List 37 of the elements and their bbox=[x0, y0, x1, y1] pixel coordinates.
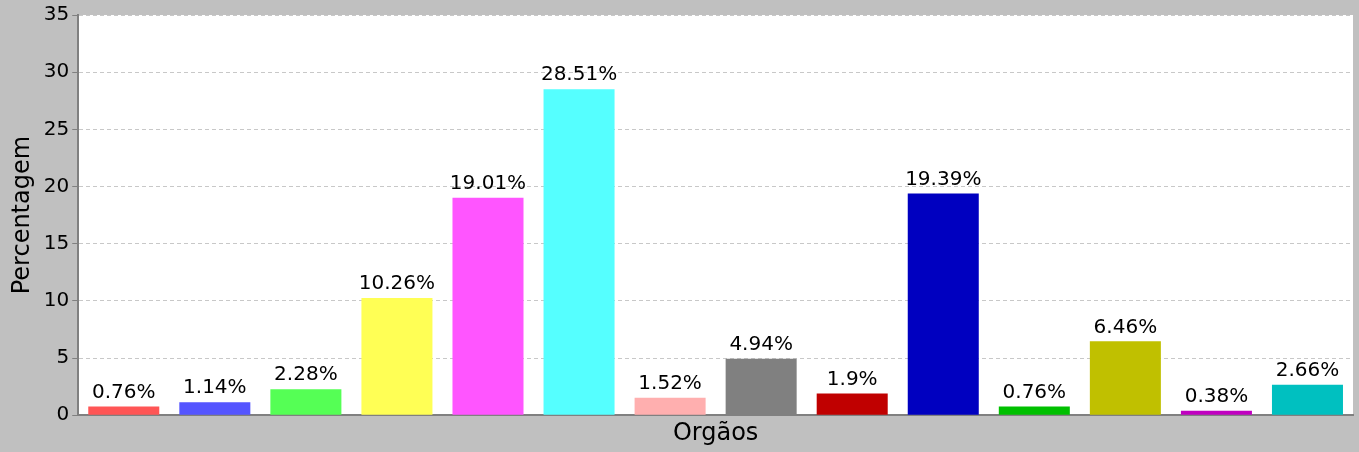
data-label: 10.26% bbox=[358, 270, 436, 295]
data-label: 19.01% bbox=[449, 170, 527, 195]
data-label: 0.76% bbox=[92, 378, 156, 403]
bar bbox=[998, 406, 1070, 415]
y-tick-label: 15 bbox=[43, 229, 70, 254]
bar bbox=[452, 197, 524, 415]
y-tick-label: 20 bbox=[43, 172, 70, 197]
bar bbox=[1180, 410, 1252, 415]
x-axis-title: Orgãos bbox=[672, 417, 759, 446]
bar bbox=[907, 193, 979, 415]
y-tick-label: 30 bbox=[43, 58, 70, 83]
bar bbox=[543, 89, 615, 415]
y-tick-label: 5 bbox=[56, 344, 70, 369]
data-label: 4.94% bbox=[729, 330, 793, 355]
y-tick-label: 25 bbox=[43, 115, 70, 140]
data-label: 28.51% bbox=[540, 61, 618, 86]
data-label: 6.46% bbox=[1093, 313, 1158, 338]
bar bbox=[816, 393, 888, 415]
data-label: 2.66% bbox=[1275, 356, 1340, 381]
y-tick-label: 35 bbox=[43, 1, 70, 26]
bar bbox=[179, 402, 251, 415]
bar bbox=[88, 406, 160, 415]
data-label: 1.9% bbox=[826, 365, 878, 390]
bar bbox=[634, 397, 706, 415]
y-tick-label: 0 bbox=[56, 401, 70, 426]
data-label: 1.14% bbox=[183, 374, 247, 399]
data-label: 0.76% bbox=[1002, 378, 1067, 403]
data-label: 19.39% bbox=[905, 165, 982, 190]
bar bbox=[361, 297, 433, 415]
bar bbox=[270, 389, 342, 415]
bar bbox=[1271, 384, 1343, 415]
data-label: 2.28% bbox=[274, 361, 338, 386]
data-label: 0.38% bbox=[1184, 383, 1249, 408]
data-label: 1.52% bbox=[638, 370, 702, 395]
y-axis-title: Percentagem bbox=[6, 135, 35, 295]
y-tick-label: 10 bbox=[43, 287, 70, 312]
bar bbox=[1089, 341, 1161, 415]
